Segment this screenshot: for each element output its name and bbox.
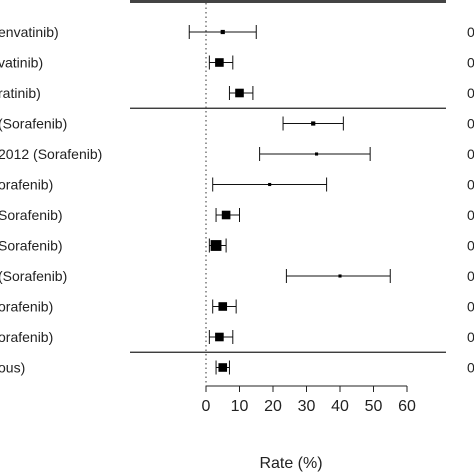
study-label: 2012 (Sorafenib) xyxy=(0,146,102,162)
right-value: 0 xyxy=(467,360,474,376)
point-estimate xyxy=(221,210,231,220)
study-label: (Sorafenib) xyxy=(0,116,67,132)
right-value: 0 xyxy=(467,268,474,284)
right-value: 0 xyxy=(467,299,474,315)
study-label: orafenib) xyxy=(0,299,53,315)
point-estimate xyxy=(311,121,316,126)
x-tick-label: 50 xyxy=(365,398,383,415)
point-estimate xyxy=(218,302,228,311)
study-label: ratinib) xyxy=(0,85,41,101)
point-estimate xyxy=(220,29,225,35)
study-label: (Sorafenib) xyxy=(0,268,67,284)
point-estimate xyxy=(215,58,224,67)
point-estimate xyxy=(218,363,228,372)
point-estimate xyxy=(215,332,224,342)
point-estimate xyxy=(210,240,222,251)
x-axis: 0 10 20 30 40 50 60 xyxy=(202,385,416,415)
x-tick-label: 20 xyxy=(264,398,282,415)
right-value: 0 xyxy=(467,24,474,40)
point-estimate xyxy=(338,274,342,278)
x-tick-label: 30 xyxy=(298,398,316,415)
right-value: 0 xyxy=(467,146,474,162)
point-estimate xyxy=(315,152,319,156)
right-value: 0 xyxy=(467,85,474,101)
study-label: orafenib) xyxy=(0,329,53,345)
right-value: 0 xyxy=(467,207,474,223)
study-label: envatinib) xyxy=(0,24,59,40)
x-tick-label: 60 xyxy=(398,398,416,415)
study-labels: envatinib) vatinib) ratinib) (Sorafenib) 201… xyxy=(0,24,102,376)
right-value: 0 xyxy=(467,238,474,254)
point-estimate xyxy=(235,88,244,98)
right-value: 0 xyxy=(467,177,474,193)
right-value: 0 xyxy=(467,55,474,71)
x-tick-label: 40 xyxy=(331,398,349,415)
study-label: Sorafenib) xyxy=(0,207,63,223)
right-value: 0 xyxy=(467,116,474,132)
study-label: Sorafenib) xyxy=(0,238,63,254)
group-separators xyxy=(130,0,446,353)
study-label: ous) xyxy=(0,360,25,376)
estimates xyxy=(188,3,391,386)
study-label: orafenib) xyxy=(0,177,53,193)
right-value: 0 xyxy=(467,329,474,345)
x-axis-label: Rate (%) xyxy=(259,455,322,472)
right-column-values: 0 0 0 0 0 0 0 0 0 0 0 0 xyxy=(467,24,474,376)
top-border xyxy=(130,0,446,3)
x-tick-label: 0 xyxy=(202,398,211,415)
x-tick-label: 10 xyxy=(231,398,249,415)
study-label: vatinib) xyxy=(0,55,43,71)
point-estimate xyxy=(268,182,272,187)
